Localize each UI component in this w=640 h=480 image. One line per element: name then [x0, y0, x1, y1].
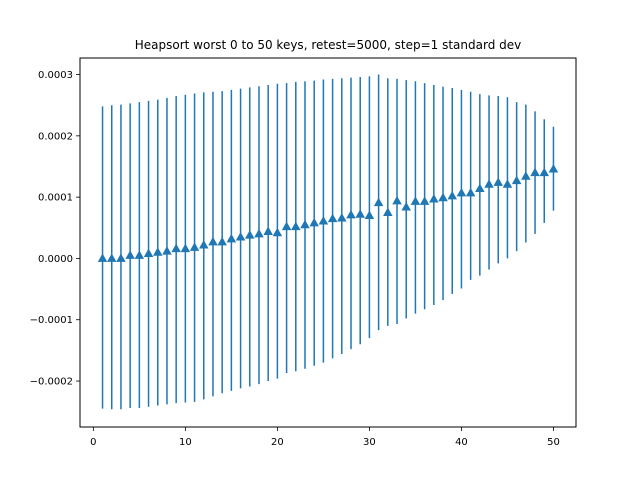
data-point	[263, 226, 273, 235]
data-point	[475, 183, 485, 193]
x-tick-label: 30	[363, 437, 376, 448]
data-point	[484, 179, 494, 188]
data-point	[134, 250, 145, 259]
data-point	[318, 216, 329, 225]
data-point	[364, 210, 375, 220]
data-point	[281, 221, 292, 231]
axes: 0 10 20 30 40 50 −0.0002 −0.0001 0.0000 0.0001 0.0…	[30, 57, 577, 448]
data-point	[539, 167, 550, 177]
data-point	[511, 175, 522, 185]
data-point	[235, 231, 246, 241]
data-point	[143, 248, 154, 258]
y-tick-label: 0.0003	[38, 70, 73, 81]
y-tick-label: −0.0002	[30, 377, 73, 388]
data-point	[300, 219, 310, 229]
data-point	[254, 228, 264, 238]
data-point	[530, 167, 540, 177]
data-point	[125, 250, 135, 259]
x-tick-label: 10	[179, 437, 192, 448]
data-point	[337, 212, 347, 222]
x-tick-label: 20	[271, 437, 284, 448]
data-point	[456, 187, 467, 197]
data-point	[106, 253, 117, 262]
data-point	[245, 230, 255, 239]
data-point	[291, 221, 301, 231]
data-point	[355, 209, 365, 218]
data-point	[199, 239, 209, 249]
plot-frame	[79, 57, 577, 428]
x-tick-label: 50	[547, 437, 560, 448]
data-point	[502, 179, 513, 188]
y-tick-label: 0.0002	[38, 131, 73, 142]
data-point	[383, 207, 393, 216]
data-point	[272, 227, 283, 237]
plot-area	[97, 74, 559, 410]
data-point	[327, 213, 338, 223]
data-point	[346, 209, 356, 219]
data-point	[521, 171, 531, 180]
data-point	[548, 163, 559, 173]
y-tick-label: −0.0001	[30, 315, 73, 326]
y-tick-label: 0.0001	[38, 193, 73, 204]
data-point	[419, 196, 430, 205]
data-point	[447, 190, 457, 200]
x-tick-label: 0	[90, 437, 96, 448]
data-point	[226, 233, 237, 243]
data-point	[493, 177, 503, 186]
data-point	[171, 243, 181, 253]
data-point	[162, 246, 172, 255]
data-point	[189, 242, 200, 251]
data-point	[97, 253, 108, 262]
data-point	[309, 217, 319, 227]
data-point	[401, 201, 411, 211]
data-point	[438, 192, 448, 202]
x-tick-label: 40	[455, 437, 468, 448]
data-point	[373, 197, 384, 207]
data-point	[465, 187, 476, 197]
data-point	[180, 243, 191, 253]
data-point	[392, 195, 402, 205]
chart-title: Heapsort worst 0 to 50 keys, retest=5000…	[135, 38, 522, 52]
data-point	[429, 193, 439, 203]
data-point	[153, 247, 163, 256]
data-point	[116, 253, 126, 262]
data-point	[410, 196, 421, 205]
data-point	[217, 236, 227, 246]
y-tick-label: 0.0000	[38, 254, 73, 265]
data-point	[208, 236, 218, 246]
